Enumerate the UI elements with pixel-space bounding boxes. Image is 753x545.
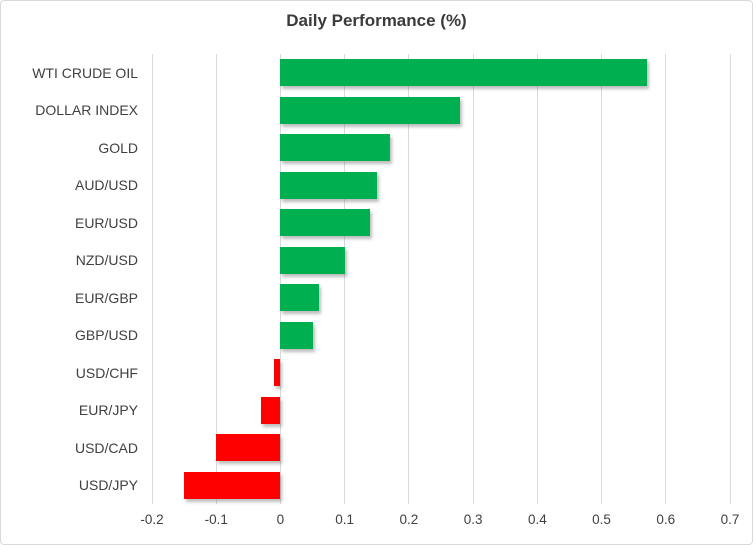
category-label: AUD/USD <box>74 177 138 194</box>
gridline <box>729 54 731 504</box>
category-label: EUR/USD <box>74 214 138 231</box>
category-label: EUR/JPY <box>78 402 138 419</box>
bar-eur-gbp <box>280 284 319 312</box>
bar-eur-usd <box>280 209 371 237</box>
bar-row <box>152 429 730 467</box>
chart-title: Daily Performance (%) <box>286 11 467 30</box>
category-label: USD/CHF <box>75 364 138 381</box>
bar-gold <box>280 134 390 162</box>
gridline <box>536 54 538 504</box>
bar-row <box>152 392 730 430</box>
bar-row <box>152 129 730 167</box>
gridline <box>408 54 410 504</box>
gridline <box>344 54 346 504</box>
bar-wti-crude-oil <box>280 59 647 87</box>
x-tick-label: 0.2 <box>399 512 419 527</box>
bar-row <box>152 279 730 317</box>
gridline <box>601 54 603 504</box>
bar-row <box>152 54 730 92</box>
bar-row <box>152 467 730 505</box>
gridline <box>279 54 281 504</box>
bar-eur-jpy <box>261 396 281 424</box>
x-tick-label: 0 <box>276 512 285 527</box>
bar-gbp-usd <box>280 321 313 349</box>
bar-dollar-index <box>280 96 461 124</box>
x-tick-label: -0.2 <box>140 512 164 527</box>
bar-nzd-usd <box>280 246 345 274</box>
bar-row <box>152 242 730 280</box>
category-label: GBP/USD <box>74 327 138 344</box>
category-label: USD/CAD <box>74 439 138 456</box>
value-axis: -0.2 -0.1 0 0.1 0.2 0.3 0.4 0.5 0.6 0.7 <box>140 504 739 534</box>
bar-usd-jpy <box>184 471 281 499</box>
x-tick-label: 0.7 <box>720 512 740 527</box>
x-tick-label: -0.1 <box>204 512 228 527</box>
category-label: NZD/USD <box>75 252 138 269</box>
x-tick-label: 0.4 <box>527 512 547 527</box>
bar-usd-cad <box>216 434 281 462</box>
category-label: WTI CRUDE OIL <box>32 64 138 81</box>
bar-row <box>152 354 730 392</box>
bar-usd-chf <box>274 359 281 387</box>
bar-row <box>152 317 730 355</box>
gridline <box>151 54 153 504</box>
category-label: EUR/GBP <box>74 289 138 306</box>
x-tick-label: 0.5 <box>592 512 611 527</box>
x-tick-label: 0.3 <box>463 512 483 527</box>
gridline <box>665 54 667 504</box>
category-label: DOLLAR INDEX <box>35 102 138 119</box>
x-tick-label: 0.1 <box>335 512 355 527</box>
bar-series <box>152 54 730 504</box>
bar-aud-usd <box>280 171 377 199</box>
gridline <box>472 54 474 504</box>
category-label: USD/JPY <box>78 477 138 494</box>
bar-row <box>152 204 730 242</box>
gridline <box>215 54 217 504</box>
x-tick-label: 0.6 <box>656 512 676 527</box>
bar-row <box>152 92 730 130</box>
plot-area <box>151 54 731 504</box>
category-label: GOLD <box>98 139 138 156</box>
bar-row <box>152 167 730 205</box>
category-axis: WTI CRUDE OIL DOLLAR INDEX GOLD AUD/USD EUR/… <box>1 54 138 504</box>
